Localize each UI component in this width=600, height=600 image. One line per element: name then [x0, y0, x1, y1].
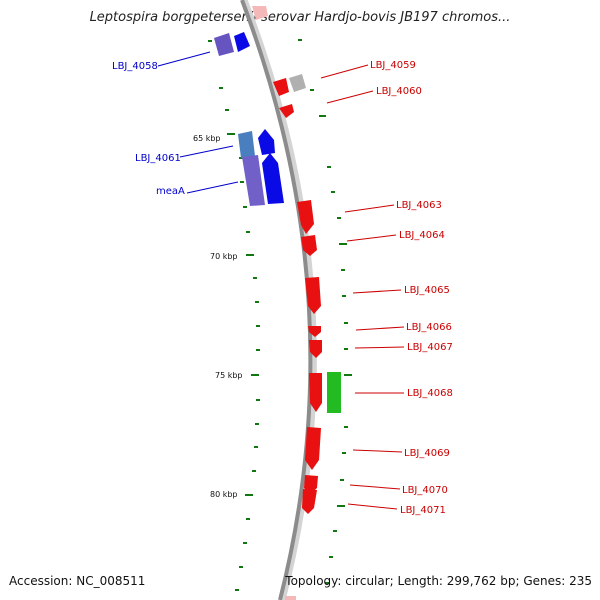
gene-lbj-4060 — [279, 104, 294, 118]
gene-lbj-4058-a — [214, 33, 234, 56]
gene-lbj-4061-b — [258, 129, 275, 155]
gene-lbj-4065 — [305, 277, 321, 314]
gene-lbj-4063 — [297, 200, 314, 234]
gene-label-lbj-4064: LBJ_4064 — [399, 230, 445, 241]
gene-lbj-4068-b — [327, 372, 341, 413]
gene-label-lbj-4066: LBJ_4066 — [406, 322, 452, 333]
gene-label-lbj-4070: LBJ_4070 — [402, 485, 448, 496]
gene-label-lbj-4068: LBJ_4068 — [407, 388, 453, 399]
gene-label-lbj-4058: LBJ_4058 — [112, 61, 158, 72]
gene-lbj-4059-b — [289, 74, 306, 92]
accession-text: Accession: NC_008511 — [9, 574, 146, 588]
gene-label-lbj-4061: LBJ_4061 — [135, 153, 181, 164]
gene-meaA-a — [242, 155, 265, 206]
inner-tick-marks — [208, 40, 260, 591]
gene-lbj-4066 — [308, 326, 321, 337]
gene-lbj-4061-a — [238, 131, 255, 158]
gene-label-meaA: meaA — [156, 186, 185, 197]
gene-top-partial — [252, 6, 268, 20]
gene-lbj-4064 — [301, 235, 317, 256]
gene-bottom-partial — [285, 596, 296, 600]
gene-features — [214, 6, 341, 600]
scale-label-70kbp: 70 kbp — [210, 252, 238, 261]
gene-lbj-4071 — [302, 489, 317, 514]
gene-label-lbj-4059: LBJ_4059 — [370, 60, 416, 71]
gene-meaA-b — [262, 153, 284, 204]
gene-lbj-4068-a — [309, 373, 322, 412]
gene-label-lbj-4060: LBJ_4060 — [376, 86, 422, 97]
gene-label-lbj-4065: LBJ_4065 — [404, 285, 450, 296]
scale-label-65kbp: 65 kbp — [193, 134, 221, 143]
gene-lbj-4070 — [304, 475, 318, 494]
scale-label-75kbp: 75 kbp — [215, 371, 243, 380]
gene-label-lbj-4069: LBJ_4069 — [404, 448, 450, 459]
scale-label-80kbp: 80 kbp — [210, 490, 238, 499]
map-title: Leptospira borgpetersenii serovar Hardjo… — [89, 10, 511, 25]
right-leader-lines — [320, 64, 405, 510]
left-leader-lines — [157, 51, 239, 194]
gene-lbj-4059-a — [273, 78, 289, 96]
gene-lbj-4069 — [305, 427, 321, 470]
gene-lbj-4058-b — [234, 32, 250, 52]
gene-label-lbj-4063: LBJ_4063 — [396, 200, 442, 211]
gene-lbj-4067 — [309, 340, 322, 358]
gene-label-lbj-4067: LBJ_4067 — [407, 342, 453, 353]
gene-label-lbj-4071: LBJ_4071 — [400, 505, 446, 516]
scale-tick-marks — [227, 133, 259, 496]
topology-text: Topology: circular; Length: 299,762 bp; … — [285, 574, 592, 588]
outer-tick-marks — [298, 39, 352, 584]
